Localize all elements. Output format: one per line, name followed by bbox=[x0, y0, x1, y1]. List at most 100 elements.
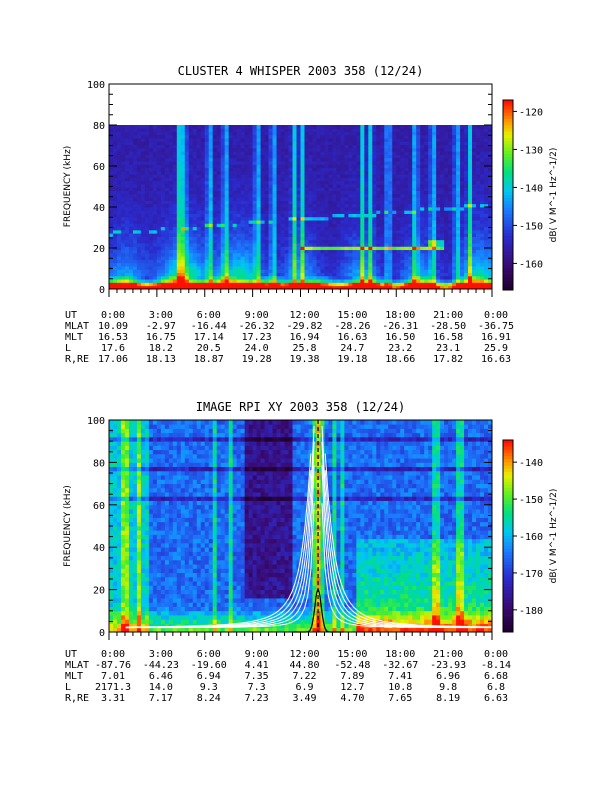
spectrogram-cell bbox=[484, 282, 489, 287]
spectrogram-cell bbox=[148, 210, 154, 214]
spectrogram-cell bbox=[168, 170, 174, 175]
spectrogram-cell bbox=[248, 223, 254, 228]
spectrogram-cell bbox=[448, 184, 453, 188]
spectrogram-cell bbox=[244, 147, 250, 152]
spectrogram-cell bbox=[308, 275, 313, 280]
spectrogram-cell bbox=[424, 246, 429, 251]
spectrogram-cell bbox=[356, 229, 361, 234]
spectrogram-cell bbox=[156, 285, 162, 290]
colorbar-segment bbox=[503, 144, 513, 148]
spectrogram-cell bbox=[268, 259, 273, 264]
spectrogram-cell bbox=[268, 279, 273, 283]
spectrogram-cell bbox=[404, 269, 409, 273]
spectrogram-cell bbox=[204, 285, 210, 290]
spectrogram-cell bbox=[244, 138, 250, 142]
spectrogram-cell bbox=[284, 207, 289, 211]
spectrogram-cell bbox=[240, 207, 246, 211]
spectrogram-cell bbox=[188, 177, 194, 182]
spectrogram-cell bbox=[304, 203, 309, 208]
spectrogram-cell bbox=[388, 170, 393, 175]
spectrogram-cell bbox=[224, 164, 230, 169]
spectrogram-cell bbox=[132, 207, 138, 211]
spectrogram-cell bbox=[332, 233, 337, 237]
spectrogram-cell bbox=[364, 131, 369, 136]
spectrogram-cell bbox=[208, 249, 214, 254]
spectrogram-cell bbox=[404, 174, 409, 178]
spectrogram-cell bbox=[152, 216, 158, 221]
spectrogram-cell bbox=[436, 252, 441, 257]
spectrogram-cell bbox=[364, 177, 369, 182]
colorbar-segment bbox=[503, 204, 513, 209]
spectrogram-cell bbox=[276, 210, 281, 214]
spectrogram-cell bbox=[280, 216, 285, 221]
spectrogram-cell bbox=[112, 226, 118, 231]
spectrogram-cell bbox=[236, 233, 242, 237]
spectrogram-cell bbox=[300, 154, 305, 159]
spectrogram-cell bbox=[116, 226, 122, 231]
spectrogram-cell bbox=[348, 243, 353, 247]
spectrogram-cell bbox=[360, 128, 365, 132]
spectrogram-cell bbox=[196, 167, 202, 172]
spectrogram-cell bbox=[392, 144, 397, 149]
spectrogram-cell bbox=[268, 164, 273, 169]
spectrogram-cell bbox=[152, 243, 158, 247]
spectrogram-cell bbox=[160, 243, 166, 247]
spectrogram-cell bbox=[440, 161, 445, 165]
spectrogram-cell bbox=[404, 157, 409, 162]
spectrogram-cell bbox=[112, 259, 118, 264]
spectrogram-cell bbox=[416, 147, 421, 152]
spectrogram-cell bbox=[340, 256, 345, 260]
spectrogram-cell bbox=[252, 161, 258, 165]
spectrogram-cell bbox=[468, 154, 473, 159]
spectrogram-cell bbox=[308, 272, 313, 277]
spectrogram-cell bbox=[304, 125, 309, 129]
spectrogram-cell bbox=[428, 154, 433, 159]
ephemeris-value: 23.2 bbox=[388, 343, 412, 354]
spectrogram-cell bbox=[172, 154, 178, 159]
spectrogram-cell bbox=[436, 180, 441, 185]
spectrogram-cell bbox=[356, 233, 361, 237]
spectrogram-cell bbox=[312, 256, 317, 260]
spectrogram-cell bbox=[308, 203, 313, 208]
spectrogram-cell bbox=[488, 167, 493, 172]
spectrogram-cell bbox=[216, 197, 222, 201]
spectrogram-cell bbox=[340, 246, 345, 251]
spectrogram-cell bbox=[180, 220, 186, 224]
spectrogram-cell bbox=[340, 138, 345, 142]
spectrogram-cell bbox=[244, 184, 250, 188]
spectrogram-cell bbox=[109, 157, 114, 162]
spectrogram-cell bbox=[340, 279, 345, 283]
spectrogram-cell bbox=[464, 266, 469, 270]
spectrogram-cell bbox=[256, 207, 261, 211]
spectrogram-cell bbox=[132, 170, 138, 175]
spectrogram-cell bbox=[156, 151, 162, 155]
spectrogram-cell bbox=[436, 275, 441, 280]
spectrogram-cell bbox=[336, 161, 341, 165]
spectrogram-cell bbox=[304, 243, 309, 247]
spectrogram-cell bbox=[312, 200, 317, 205]
spectrogram-cell bbox=[364, 282, 369, 287]
spectrogram-cell bbox=[332, 187, 337, 191]
spectrogram-cell bbox=[336, 134, 341, 139]
spectrogram-cell bbox=[464, 167, 469, 172]
spectrogram-cell bbox=[348, 200, 353, 205]
spectrogram-cell bbox=[176, 252, 182, 257]
spectrogram-cell bbox=[464, 223, 469, 228]
spectrogram-cell bbox=[188, 144, 194, 149]
spectrogram-cell bbox=[488, 154, 493, 159]
spectrogram-cell bbox=[172, 131, 178, 136]
spectrogram-cell bbox=[168, 220, 174, 224]
spectrogram-cell bbox=[404, 203, 409, 208]
spectrogram-cell bbox=[164, 266, 170, 270]
spectrogram-cell bbox=[400, 236, 405, 241]
spectrogram-cell bbox=[312, 193, 317, 198]
spectrogram-cell bbox=[112, 252, 118, 257]
spectrogram-cell bbox=[144, 190, 150, 195]
spectrogram-cell bbox=[220, 177, 226, 182]
spectrogram-cell bbox=[200, 213, 206, 218]
spectrogram-cell bbox=[252, 125, 258, 129]
spectrogram-cell bbox=[316, 164, 321, 169]
spectrogram-cell bbox=[300, 197, 305, 201]
spectrogram-cell bbox=[184, 190, 190, 195]
spectrogram-cell bbox=[356, 256, 361, 260]
